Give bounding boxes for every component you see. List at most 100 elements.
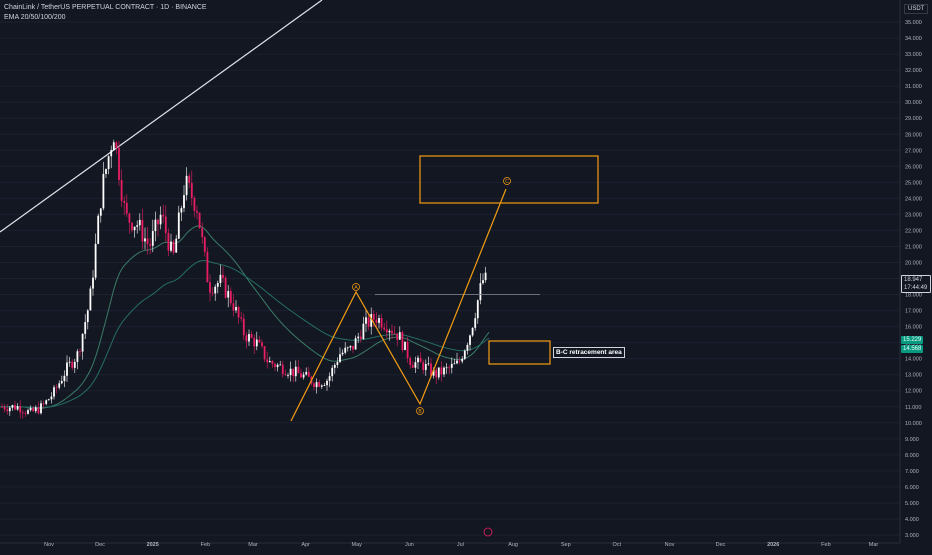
candle-body: [120, 180, 123, 201]
y-tick-label: 33.000: [905, 52, 922, 58]
candle-body: [248, 334, 250, 342]
candle-body: [401, 332, 404, 351]
candle-body: [211, 292, 214, 294]
abc-wave-path: [290, 188, 507, 422]
candle-body: [118, 148, 120, 181]
candle-body: [268, 360, 271, 363]
candle-body: [214, 286, 217, 294]
candle-body: [94, 243, 97, 278]
x-tick-label: 2025: [147, 542, 159, 548]
candle-body: [289, 368, 292, 376]
candle-body: [375, 319, 378, 323]
candle-body: [479, 283, 482, 301]
x-tick-label: Mar: [869, 542, 879, 548]
candle-body: [302, 374, 305, 378]
candle-body: [16, 406, 19, 410]
y-tick-label: 27.000: [905, 148, 922, 154]
candle-body: [336, 362, 339, 365]
candle-body: [180, 208, 183, 213]
currency-button[interactable]: USDT: [904, 4, 929, 14]
candle-body: [42, 403, 45, 405]
candle-body: [107, 156, 110, 170]
candle-body: [81, 333, 84, 352]
bc-retracement-label[interactable]: B-C retracement area: [553, 347, 625, 358]
y-tick-label: 3.000: [905, 533, 919, 539]
candle-body: [136, 225, 139, 227]
y-tick-label: 29.000: [905, 116, 922, 122]
candle-body: [367, 317, 370, 327]
x-tick-label: Nov: [44, 542, 54, 548]
candle-body: [378, 317, 380, 323]
y-tick-label: 10.000: [905, 421, 922, 427]
event-icon: [483, 527, 493, 537]
candle-body: [115, 142, 118, 149]
candle-body: [133, 226, 136, 231]
candle-body: [185, 175, 188, 196]
y-tick-label: 13.000: [905, 373, 922, 379]
candle-body: [453, 363, 456, 365]
candle-body: [352, 345, 354, 350]
candle-body: [456, 360, 458, 364]
wave-marker: [503, 177, 511, 185]
candle-body: [34, 407, 37, 412]
candle-body: [385, 329, 388, 333]
candle-body: [409, 358, 412, 366]
candle-body: [177, 212, 180, 239]
candle-body: [66, 362, 68, 376]
chart-legend: ChainLink / TetherUS PERPETUAL CONTRACT …: [4, 3, 207, 23]
candle-body: [266, 359, 269, 363]
candle-body: [240, 317, 243, 319]
x-tick-label: May: [352, 542, 363, 548]
y-tick-label: 8.000: [905, 453, 919, 459]
candle-body: [284, 374, 287, 376]
candle-body: [318, 382, 321, 387]
candle-body: [362, 323, 365, 339]
wave-label-b: B: [418, 409, 422, 415]
x-tick-label: Mar: [248, 542, 258, 548]
candle-body: [344, 347, 347, 353]
candle-body: [323, 385, 326, 386]
wave-label-c: C: [505, 179, 509, 185]
current-price: 18.947: [904, 277, 923, 283]
candle-body: [112, 142, 115, 151]
x-tick-label: Dec: [716, 542, 726, 548]
candle-body: [206, 251, 209, 283]
candle-body: [427, 363, 430, 365]
candle-body: [331, 367, 334, 377]
candle-body: [3, 406, 6, 410]
candle-body: [110, 150, 113, 157]
candle-body: [450, 363, 453, 368]
candle-body: [183, 195, 185, 209]
y-tick-label: 9.000: [905, 437, 919, 443]
candle-body: [6, 409, 9, 412]
candle-body: [232, 303, 235, 311]
candle-body: [469, 335, 471, 345]
y-tick-label: 28.000: [905, 132, 922, 138]
candle-body: [40, 403, 42, 414]
candle-body: [123, 200, 126, 203]
candle-body: [167, 232, 170, 251]
candle-body: [341, 352, 344, 355]
y-tick-label: 26.000: [905, 164, 922, 170]
candle-body: [170, 241, 172, 251]
candle-body: [393, 333, 396, 335]
candle-body: [14, 405, 16, 410]
candle-body: [175, 238, 178, 253]
candle-body: [365, 317, 367, 324]
candle-body: [339, 354, 341, 363]
candle-body: [320, 385, 323, 387]
candle-body: [203, 237, 206, 252]
candle-body: [219, 274, 222, 284]
candle-body: [357, 336, 360, 339]
wave-marker: [352, 283, 360, 291]
y-tick-label: 20.000: [905, 260, 922, 266]
x-tick-label: Oct: [613, 542, 622, 548]
y-tick-label: 32.000: [905, 68, 922, 74]
candle-body: [27, 410, 29, 414]
y-tick-label: 24.000: [905, 196, 922, 202]
candle-body: [141, 219, 144, 242]
candle-body: [297, 366, 300, 374]
candle-body: [279, 364, 282, 366]
